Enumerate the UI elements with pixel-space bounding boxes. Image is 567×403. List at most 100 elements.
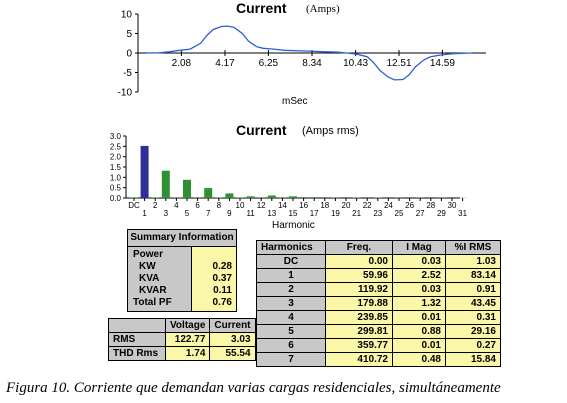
vi-cell-voltage: 122.77 — [164, 332, 211, 347]
waveform-x-tick-label: 2.08 — [172, 58, 192, 69]
harmonics-cell-h: 2 — [256, 282, 326, 297]
waveform-x-label: mSec — [282, 96, 308, 107]
harmonics-cell-pct: 43.45 — [445, 296, 501, 311]
waveform-y-ticks: 10 5 0 -5 -10 — [118, 10, 138, 99]
harmonics-cell-freq: 59.96 — [325, 268, 393, 283]
harmonics-table-row: 4 239.85 0.01 0.31 — [256, 310, 501, 325]
harmonics-cell-imag: 2.52 — [392, 268, 446, 283]
waveform-x-tick-label: 4.17 — [215, 58, 235, 69]
harmonics-table-body: DC 0.00 0.03 1.03 1 59.96 2.52 83.14 2 119.92 0.03… — [256, 254, 501, 367]
harmonics-cell-pct: 83.14 — [445, 268, 501, 283]
harmonics-table-row: 6 359.77 0.01 0.27 — [256, 338, 501, 353]
harmonic-bar — [246, 196, 255, 198]
harmonics-cell-pct: 0.91 — [445, 282, 501, 297]
summary-value-pf: 0.76 — [212, 297, 232, 308]
harmonic-bar — [225, 193, 234, 198]
summary-label-kvar: KVAR — [139, 285, 167, 296]
harmonic-x-tick-label: DC — [128, 201, 140, 210]
vi-row-label: THD Rms — [108, 346, 166, 361]
harmonics-cell-imag: 0.03 — [392, 282, 446, 297]
harm-header-imag: I Mag — [392, 240, 446, 255]
harmonic-x-ticks: DC12345678910111213141516171819202122232… — [128, 198, 468, 218]
harmonics-cell-h: 6 — [256, 338, 326, 353]
harmonic-x-tick-label: 7 — [206, 209, 211, 218]
voltage-current-table: Voltage Current RMS 122.77 3.03 THD Rms … — [108, 318, 256, 361]
harm-header-freq: Freq. — [325, 240, 393, 255]
harmonic-x-tick-label: 5 — [185, 209, 190, 218]
harmonics-cell-freq: 299.81 — [325, 324, 393, 339]
harmonic-y-tick-label: 3.0 — [110, 132, 122, 141]
harmonic-bar — [214, 197, 223, 198]
harmonic-x-tick-label: 9 — [227, 209, 232, 218]
harmonic-x-tick-label: 28 — [426, 201, 435, 210]
harmonics-cell-imag: 0.03 — [392, 254, 446, 269]
waveform-subtitle: (Amps) — [306, 3, 340, 15]
harmonic-x-tick-label: 30 — [448, 201, 457, 210]
harmonic-y-tick-label: 0.5 — [110, 184, 122, 193]
harmonic-x-tick-label: 23 — [373, 209, 382, 218]
harmonic-x-tick-label: 11 — [246, 209, 255, 218]
waveform-y-tick-label: 10 — [121, 10, 133, 21]
harmonic-bar — [183, 179, 191, 198]
harmonic-x-tick-label: 15 — [289, 209, 298, 218]
harmonic-x-tick-label: 29 — [437, 209, 446, 218]
harmonic-bar — [140, 145, 149, 198]
harmonics-cell-h: 4 — [256, 310, 326, 325]
waveform-title: Current — [236, 0, 287, 16]
vi-cell-current: 55.54 — [209, 346, 256, 361]
vi-cell-current: 3.03 — [209, 332, 256, 347]
harmonic-y-tick-label: 1.0 — [110, 173, 122, 182]
harmonic-x-tick-label: 24 — [384, 201, 393, 210]
harmonics-cell-pct: 0.31 — [445, 310, 501, 325]
summary-labels: Power KW KVA KVAR Total PF — [128, 247, 192, 311]
summary-label-kva: KVA — [139, 273, 160, 284]
harmonic-x-tick-label: 2 — [153, 201, 158, 210]
harmonic-bar — [151, 197, 160, 198]
waveform-x-tick-label: 6.25 — [259, 58, 279, 69]
harmonic-x-label: Harmonic — [272, 220, 315, 230]
summary-body: Power KW KVA KVAR Total PF 0.28 0.37 0.1… — [128, 247, 236, 311]
harmonics-cell-freq: 179.88 — [325, 296, 393, 311]
vi-cell-voltage: 1.74 — [164, 346, 211, 361]
harmonics-cell-imag: 1.32 — [392, 296, 446, 311]
harm-header-pct: %I RMS — [445, 240, 501, 255]
harmonics-table-row: DC 0.00 0.03 1.03 — [256, 254, 501, 269]
harmonics-cell-imag: 0.88 — [392, 324, 446, 339]
summary-value-kw: 0.28 — [212, 261, 232, 272]
harmonics-cell-imag: 0.01 — [392, 310, 446, 325]
harmonics-table-row: 2 119.92 0.03 0.91 — [256, 282, 501, 297]
harmonic-x-tick-label: 14 — [278, 201, 287, 210]
summary-values: 0.28 0.37 0.11 0.76 — [192, 247, 236, 311]
harmonic-x-tick-label: 26 — [405, 201, 414, 210]
waveform-x-ticks: 2.08 4.17 6.25 8.34 10.43 12.51 14.59 — [172, 50, 455, 69]
harmonic-y-tick-label: 2.5 — [110, 142, 122, 151]
summary-value-kva: 0.37 — [212, 273, 232, 284]
harmonic-bar — [130, 197, 138, 198]
harmonic-x-tick-label: 13 — [267, 209, 276, 218]
harmonic-x-tick-label: 10 — [236, 201, 245, 210]
waveform-series-line — [146, 25, 472, 81]
harmonics-table-row: 1 59.96 2.52 83.14 — [256, 268, 501, 283]
harmonics-cell-h: 1 — [256, 268, 326, 283]
harmonic-y-tick-label: 2.0 — [110, 153, 122, 162]
harmonic-bar — [161, 170, 170, 198]
waveform-x-tick-label: 10.43 — [343, 58, 368, 69]
harmonics-cell-h: DC — [256, 254, 326, 269]
harmonic-bar — [267, 195, 276, 198]
harmonics-cell-freq: 119.92 — [325, 282, 393, 297]
harmonic-x-tick-label: 4 — [174, 201, 179, 210]
harmonic-x-tick-label: 16 — [299, 201, 308, 210]
harm-header-harmonics: Harmonics — [256, 240, 326, 255]
harmonic-x-tick-label: 31 — [458, 209, 467, 218]
vi-header-current: Current — [209, 318, 256, 333]
harmonics-cell-pct: 0.27 — [445, 338, 501, 353]
summary-label-kw: KW — [139, 261, 156, 272]
harmonics-cell-imag: 0.01 — [392, 338, 446, 353]
harmonic-y-tick-label: 1.5 — [110, 163, 122, 172]
waveform-y-tick-label: 0 — [126, 49, 132, 60]
waveform-y-tick-label: -10 — [118, 88, 133, 99]
harmonic-bar — [289, 196, 297, 198]
harmonic-x-tick-label: 18 — [320, 201, 329, 210]
harmonic-x-tick-label: 1 — [142, 209, 147, 218]
harmonics-cell-freq: 239.85 — [325, 310, 393, 325]
